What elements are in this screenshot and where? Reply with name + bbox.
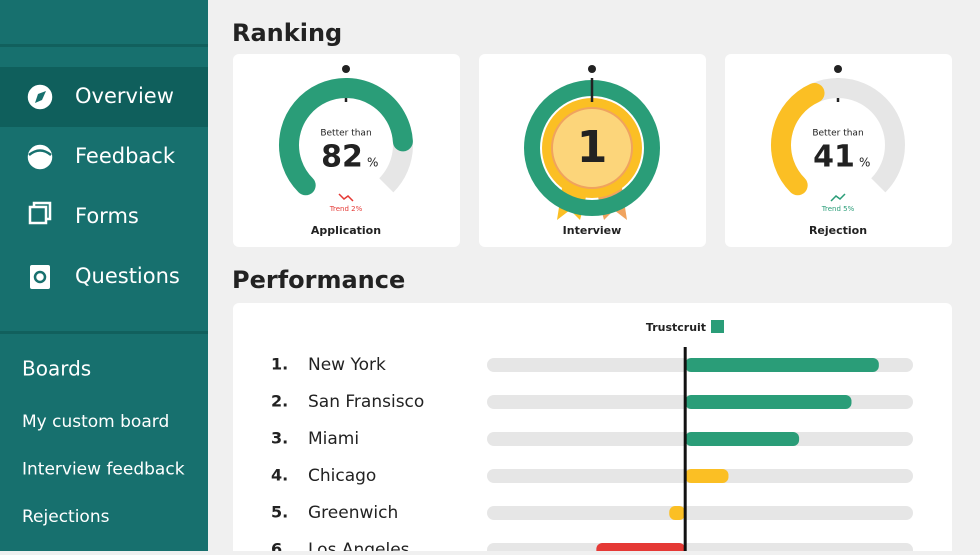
section-title: Ranking: [232, 19, 342, 47]
rank: 1.: [271, 355, 288, 374]
questions-lens: [33, 270, 47, 284]
card-label: Rejection: [809, 224, 867, 237]
trend-text: Trend 5%: [821, 205, 855, 213]
city: Miami: [308, 429, 359, 449]
bar: [685, 432, 800, 446]
nav-icons: [27, 84, 53, 289]
city: Los Angeles: [308, 540, 410, 551]
gauge-caption: Better than: [320, 129, 371, 139]
bar-track: [487, 506, 913, 520]
bar: [669, 506, 686, 520]
gauge-value: 82: [321, 140, 363, 175]
nav-item[interactable]: Overview: [75, 84, 174, 108]
trend-text: Trend 2%: [329, 205, 363, 213]
rank: 6.: [271, 540, 288, 552]
card-label: Interview: [563, 224, 622, 237]
compass-needle: [35, 91, 46, 103]
rank: 4.: [271, 466, 288, 485]
nav-item[interactable]: Questions: [75, 264, 180, 288]
globe-icon: [342, 65, 350, 73]
gauge-unit: %: [367, 156, 378, 170]
rank: 2.: [271, 392, 288, 411]
globe-icon: [834, 65, 842, 73]
gauge-fill: [279, 78, 413, 196]
gauge-value: 41: [813, 140, 855, 175]
divider: [0, 44, 208, 47]
card: [725, 54, 952, 247]
gauge-fill: [771, 83, 825, 196]
rank: 5.: [271, 503, 288, 522]
trend-icon: [830, 193, 846, 202]
city: Greenwich: [308, 503, 398, 523]
board-link[interactable]: Rejections: [22, 507, 110, 527]
rank: 3.: [271, 429, 288, 448]
questions-icon: [30, 265, 50, 289]
bar: [596, 543, 686, 555]
bar-track: [487, 543, 913, 555]
building-icon: [711, 320, 724, 333]
forms-icon: [28, 205, 48, 225]
card: [233, 54, 460, 247]
trend-icon: [338, 193, 354, 202]
benchmark-label: Trustcruit: [646, 321, 706, 334]
rank-value: 1: [577, 122, 608, 173]
gauge-caption: Better than: [812, 129, 863, 139]
boards-title: Boards: [22, 357, 91, 381]
divider: [0, 331, 208, 334]
feedback-face: [28, 149, 52, 156]
bar: [685, 358, 879, 372]
city: Chicago: [308, 466, 376, 486]
forms-icon-back: [32, 201, 52, 221]
board-link[interactable]: My custom board: [22, 412, 169, 432]
city: New York: [308, 355, 386, 375]
nav-item[interactable]: Feedback: [75, 144, 176, 168]
board-link[interactable]: Interview feedback: [22, 460, 185, 480]
card-label: Application: [311, 224, 381, 237]
section-title: Performance: [232, 266, 405, 294]
city: San Fransisco: [308, 392, 424, 412]
gauge-unit: %: [859, 156, 870, 170]
medal-inner: [551, 107, 633, 189]
globe-icon: [588, 65, 596, 73]
nav-item[interactable]: Forms: [75, 204, 139, 228]
bar: [685, 469, 729, 483]
bar: [685, 395, 852, 409]
